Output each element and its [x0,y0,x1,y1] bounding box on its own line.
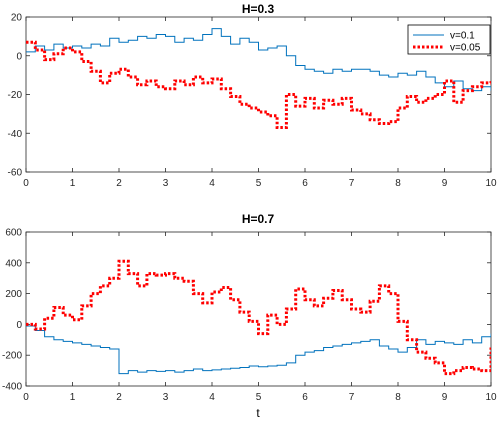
x-tick-label: 5 [256,392,262,403]
y-tick-label: 400 [5,258,22,269]
legend-label-v005: v=0.05 [450,43,481,54]
x-tick-label: 8 [395,178,401,189]
y-tick-label: 0 [16,320,22,331]
y-tick-label: -200 [2,351,22,362]
x-tick-label: 10 [485,392,497,403]
x-tick-label: 2 [116,178,122,189]
y-tick-label: 600 [5,228,22,239]
bottom-x-axis-label: t [256,406,260,420]
x-tick-label: 3 [163,178,169,189]
legend: v=0.1 v=0.05 [407,24,491,55]
x-tick-label: 5 [256,178,262,189]
x-tick-label: 3 [163,392,169,403]
y-tick-label: 200 [5,289,22,300]
series-line-v005 [26,259,491,376]
x-tick-label: 1 [70,392,76,403]
x-tick-label: 4 [209,392,215,403]
bottom-panel: H=0.7 0 1 2 3 4 5 6 7 8 9 10 -400 -200 0 200 400 600 t [2,212,497,420]
y-tick-label: -60 [8,168,23,179]
top-panel-title: H=0.3 [242,2,275,16]
x-tick-label: 1 [70,178,76,189]
bottom-plot-area: 0 1 2 3 4 5 6 7 8 9 10 -400 -200 0 200 400 600 [2,228,497,404]
x-tick-label: 9 [442,392,448,403]
series-line-v005 [26,40,491,129]
y-tick-label: -400 [2,382,22,393]
x-tick-label: 10 [485,178,497,189]
top-plot-area: 0 1 2 3 4 5 6 7 8 9 10 -60 -40 -20 0 20 [8,13,497,190]
top-panel: H=0.3 0 1 2 3 4 5 6 7 8 9 10 -60 -40 -20 0 20 v=0.1 v=0… [8,2,497,189]
series-line-v01 [26,28,491,92]
x-tick-label: 4 [209,178,215,189]
x-tick-label: 0 [23,392,29,403]
x-tick-label: 8 [395,392,401,403]
legend-label-v01: v=0.1 [450,31,475,42]
x-tick-label: 2 [116,392,122,403]
x-tick-label: 0 [23,178,29,189]
x-tick-label: 6 [302,178,308,189]
legend-box [407,24,491,55]
x-tick-label: 7 [349,178,355,189]
bottom-panel-title: H=0.7 [242,212,275,226]
x-tick-label: 6 [302,392,308,403]
y-tick-label: 0 [16,51,22,62]
y-tick-label: -20 [8,90,23,101]
x-tick-label: 7 [349,392,355,403]
x-tick-label: 9 [442,178,448,189]
y-tick-label: -40 [8,129,23,140]
y-tick-label: 20 [11,13,23,24]
